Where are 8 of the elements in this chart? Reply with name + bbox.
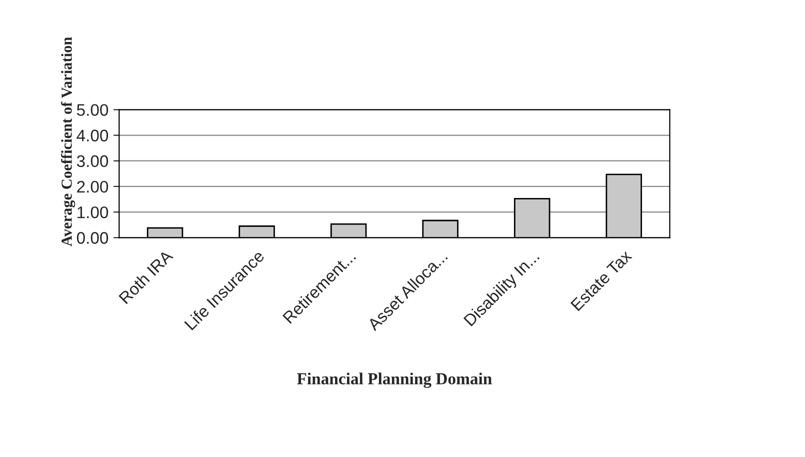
y-axis-title: Average Coefficient of Variation xyxy=(60,37,76,246)
y-tick-label: 0.00 xyxy=(76,232,108,244)
y-tick-label: 4.00 xyxy=(76,130,108,142)
y-tick-label: 5.00 xyxy=(76,104,108,116)
x-axis-title: Financial Planning Domain xyxy=(297,372,492,388)
y-tick-label: 1.00 xyxy=(78,206,108,218)
y-tick-label: 2.00 xyxy=(77,180,108,193)
y-tick-label: 3.00 xyxy=(76,155,108,168)
